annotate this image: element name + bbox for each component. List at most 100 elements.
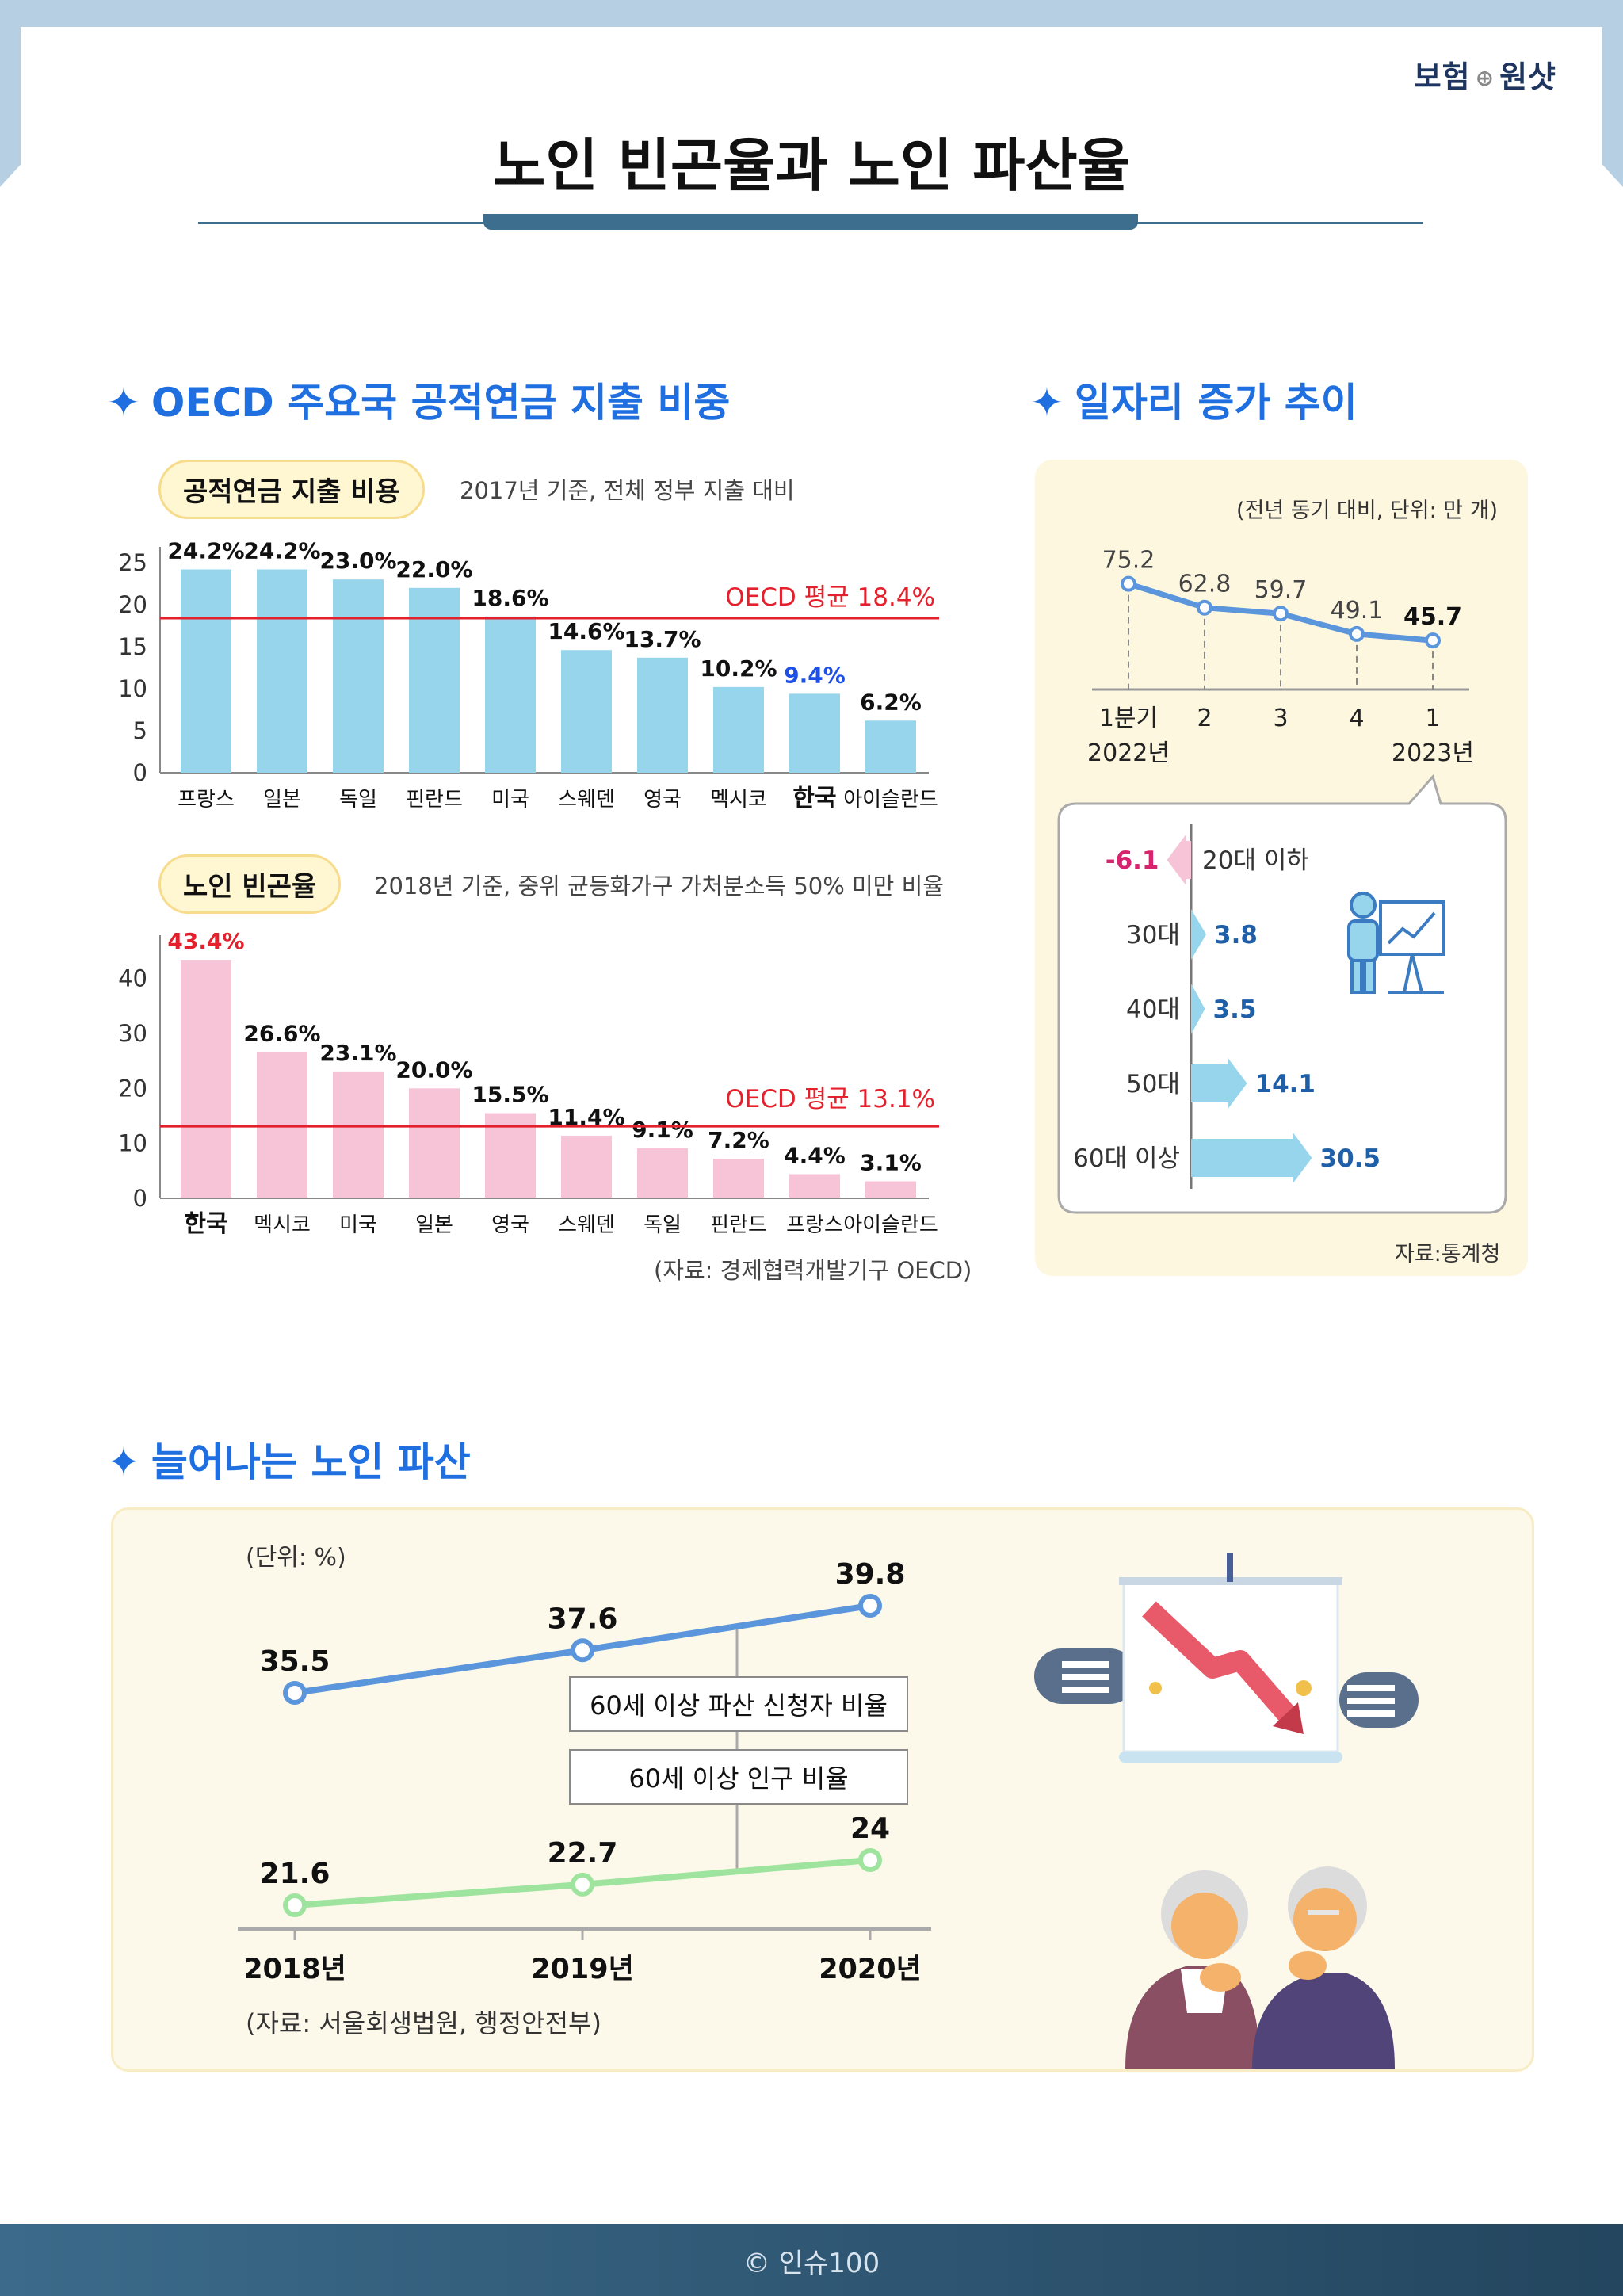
y-tick-label: 10 <box>118 1130 147 1157</box>
data-label: 39.8 <box>835 1558 906 1591</box>
x-tick-label: 2019년 <box>531 1954 634 1985</box>
data-label: 30.5 <box>1320 1144 1381 1173</box>
pension-bar-chart: 0 5 10 15 20 25 24.2% 프랑스 24.2% 일본 23.0% 독일 22.0% 핀란드… <box>118 537 939 812</box>
data-label: 7.2% <box>708 1127 769 1153</box>
data-label: 24.2% <box>243 537 320 563</box>
data-label: 9.4% <box>784 662 846 688</box>
bankruptcy-line-chart: 2018년 2019년 2020년 35.5 37.6 39.8 21.6 22.7 24 <box>238 1558 931 1985</box>
category-label: 프랑스 <box>786 1213 843 1237</box>
legend-bankruptcy-ratio: 60세 이상 파산 신청자 비율 <box>569 1676 908 1732</box>
elderly-couple-illustration <box>1125 1866 1395 2069</box>
data-label: 14.1 <box>1255 1070 1316 1098</box>
data-label: 18.6% <box>472 585 548 611</box>
section-title-pension: ✦ OECD 주요국 공적연금 지출 비중 <box>107 380 731 426</box>
arrow-bar <box>1191 1058 1247 1109</box>
category-label: 멕시코 <box>254 1213 311 1237</box>
arrow-bar <box>1191 984 1205 1034</box>
category-label: 멕시코 <box>710 788 767 812</box>
data-label: 9.1% <box>632 1117 693 1143</box>
category-label: 스웨덴 <box>558 788 615 812</box>
globe-icon: ⊕ <box>1475 65 1495 91</box>
bar <box>713 1159 764 1198</box>
data-point <box>571 1638 594 1663</box>
data-label: 13.7% <box>624 626 701 652</box>
y-tick-label: 5 <box>133 717 147 744</box>
category-label: 핀란드 <box>710 1213 767 1237</box>
data-point <box>1121 575 1136 592</box>
data-label: 23.0% <box>319 548 396 574</box>
bar <box>333 579 384 773</box>
y-tick-label: 0 <box>133 1185 147 1212</box>
jobs-age-bar-chart: 20대 이하 -6.1 30대 3.8 40대 3.5 50대 14.1 60대 이상 30.5 <box>1073 824 1381 1189</box>
top-frame-bar <box>0 0 1623 27</box>
bar <box>865 720 916 773</box>
data-label: 75.2 <box>1102 547 1155 575</box>
y-tick-label: 30 <box>118 1020 147 1047</box>
star-icon: ✦ <box>107 1439 140 1485</box>
section-title-bankruptcy: ✦ 늘어나는 노인 파산 <box>107 1439 471 1485</box>
data-point <box>858 1594 882 1618</box>
right-frame-corner <box>1602 0 1623 187</box>
data-label: 59.7 <box>1254 576 1308 604</box>
arrow-bar <box>1191 909 1206 960</box>
data-point <box>1425 632 1441 649</box>
data-label: 24.2% <box>167 537 244 563</box>
y-tick-label: 20 <box>118 1075 147 1102</box>
age-group-label: 30대 <box>1126 921 1180 949</box>
category-label: 영국 <box>491 1213 529 1237</box>
poverty-chart-pill: 노인 빈곤율 <box>158 854 342 914</box>
star-icon: ✦ <box>1030 380 1064 426</box>
bar <box>865 1181 916 1198</box>
age-group-label: 40대 <box>1126 995 1180 1024</box>
bar <box>333 1071 384 1198</box>
pension-chart-pill: 공적연금 지출 비용 <box>158 460 425 519</box>
star-icon: ✦ <box>107 380 140 426</box>
oecd-average-label: OECD 평균 13.1% <box>725 1085 935 1114</box>
poverty-chart-subtitle: 2018년 기준, 중위 균등화가구 가처분소득 50% 미만 비율 <box>374 873 944 900</box>
bar <box>713 686 764 773</box>
oecd-average-label: OECD 평균 18.4% <box>725 583 935 612</box>
callout-bubble <box>1057 774 1507 1214</box>
poverty-bar-chart: 0 10 20 30 40 43.4% 한국 26.6% 멕시코 23.1% 미국 20.0% 일본 15… <box>118 928 939 1238</box>
category-label: 일본 <box>263 788 301 812</box>
category-label: 영국 <box>643 788 682 812</box>
data-label: 15.5% <box>472 1082 548 1108</box>
year-label: 2022년 <box>1087 739 1170 767</box>
data-point <box>283 1893 307 1917</box>
footer-copyright: © 인슈100 <box>743 2248 880 2279</box>
bankruptcy-source: (자료: 서울회생법원, 행정안전부) <box>246 2008 601 2038</box>
data-label: 3.1% <box>860 1150 922 1176</box>
bar <box>561 650 612 773</box>
bankruptcy-unit: (단위: %) <box>246 1544 346 1572</box>
page-title: 노인 빈곤율과 노인 파산율 <box>493 132 1130 199</box>
category-label: 미국 <box>339 1213 377 1237</box>
bar <box>485 616 536 773</box>
category-label: 아이슬란드 <box>843 788 938 812</box>
data-point <box>858 1848 882 1872</box>
category-label: 스웨덴 <box>558 1213 615 1237</box>
data-label: 22.7 <box>548 1837 618 1870</box>
data-label: 49.1 <box>1331 597 1384 625</box>
age-group-label: 50대 <box>1126 1070 1180 1098</box>
y-tick-label: 10 <box>118 675 147 702</box>
data-point <box>1349 625 1365 642</box>
bar <box>789 1174 840 1198</box>
category-label: 독일 <box>339 788 377 812</box>
data-label: 6.2% <box>860 689 922 715</box>
category-label: 프랑스 <box>178 788 235 812</box>
bar <box>637 1148 688 1198</box>
arrow-bar <box>1191 1133 1312 1183</box>
data-label: 22.0% <box>395 556 472 583</box>
data-label: 35.5 <box>260 1645 330 1678</box>
data-point <box>1197 599 1212 616</box>
age-group-label: 60대 이상 <box>1073 1144 1180 1173</box>
x-tick-label: 4 <box>1349 705 1364 732</box>
data-label: 43.4% <box>167 928 244 954</box>
data-label: 20.0% <box>395 1056 472 1083</box>
jobs-note: (전년 동기 대비, 단위: 만 개) <box>1236 499 1499 523</box>
y-tick-label: 15 <box>118 633 147 660</box>
title-underline-accent <box>483 214 1138 230</box>
bar <box>637 657 688 773</box>
poverty-source: (자료: 경제협력개발기구 OECD) <box>654 1257 972 1284</box>
bar <box>181 569 231 773</box>
